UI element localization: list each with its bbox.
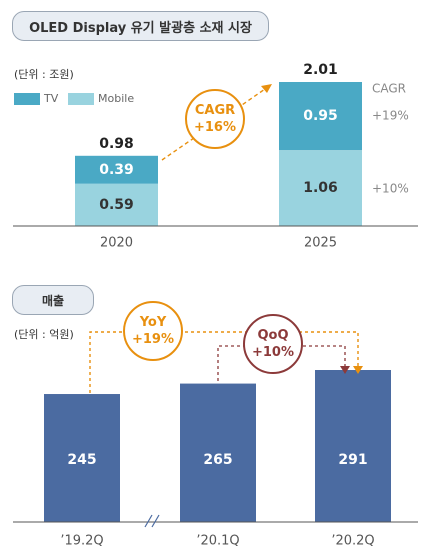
chart1-unit: (단위 : 조원) (14, 68, 74, 81)
value-label-sales-1: 265 (203, 452, 232, 468)
cagr-total-line-1: +16% (194, 120, 236, 135)
legend-swatch-mobile (68, 93, 94, 105)
bar-tv-2020 (75, 155, 158, 184)
value-label-tv-2020: 0.39 (99, 162, 134, 178)
x-tick-sales-2: ’20.2Q (331, 534, 374, 549)
x-tick-sales-1: ’20.1Q (196, 534, 239, 549)
cagr-arrow-head (261, 84, 272, 93)
x-tick-2025: 2025 (304, 236, 337, 251)
chart2-title-text: 매출 (41, 293, 65, 308)
legend-label-tv: TV (43, 92, 59, 105)
cagr-tv: +19% (372, 109, 409, 123)
yoy-arrow-head (353, 366, 363, 374)
value-label-tv-2025: 0.95 (303, 108, 338, 124)
value-label-mobile-2025: 1.06 (303, 180, 338, 196)
value-label-sales-0: 245 (67, 452, 96, 468)
x-tick-sales-0: ’19.2Q (60, 534, 103, 549)
bar-tv-2025 (279, 82, 362, 151)
qoq-line-1: +10% (252, 345, 294, 360)
qoq-arrow-head (340, 366, 350, 374)
legend-label-mobile: Mobile (98, 92, 134, 105)
bar-sales-0 (44, 394, 120, 522)
yoy-circle (123, 301, 183, 361)
yoy-connector (89, 331, 359, 393)
chart1-title: OLED Display 유기 발광층 소재 시장 (12, 11, 269, 41)
qoq-circle (243, 314, 303, 374)
cagr-total-line-0: CAGR (195, 103, 235, 118)
qoq-line-0: QoQ (257, 328, 288, 343)
bar-mobile-2020 (75, 183, 158, 226)
total-label-2025: 2.01 (303, 62, 338, 78)
yoy-line-0: YoY (139, 315, 167, 330)
x-tick-2020: 2020 (100, 236, 133, 251)
chart2-title: 매출 (12, 285, 94, 315)
axis-break-1 (144, 514, 153, 528)
total-label-2020: 0.98 (99, 136, 134, 152)
bar-mobile-2025 (279, 150, 362, 226)
axis-break-2 (151, 514, 160, 528)
value-label-sales-2: 291 (338, 452, 367, 468)
bar-sales-1 (180, 383, 256, 522)
cagr-header: CAGR (372, 82, 406, 96)
chart1-title-text: OLED Display 유기 발광층 소재 시장 (29, 20, 252, 36)
yoy-line-1: +19% (132, 332, 174, 347)
bar-sales-2 (315, 370, 391, 522)
value-label-mobile-2020: 0.59 (99, 197, 134, 213)
chart2-unit: (단위 : 억원) (14, 328, 74, 341)
legend-swatch-tv (14, 93, 40, 105)
cagr-mobile: +10% (372, 182, 409, 196)
cagr-circle (185, 89, 245, 149)
